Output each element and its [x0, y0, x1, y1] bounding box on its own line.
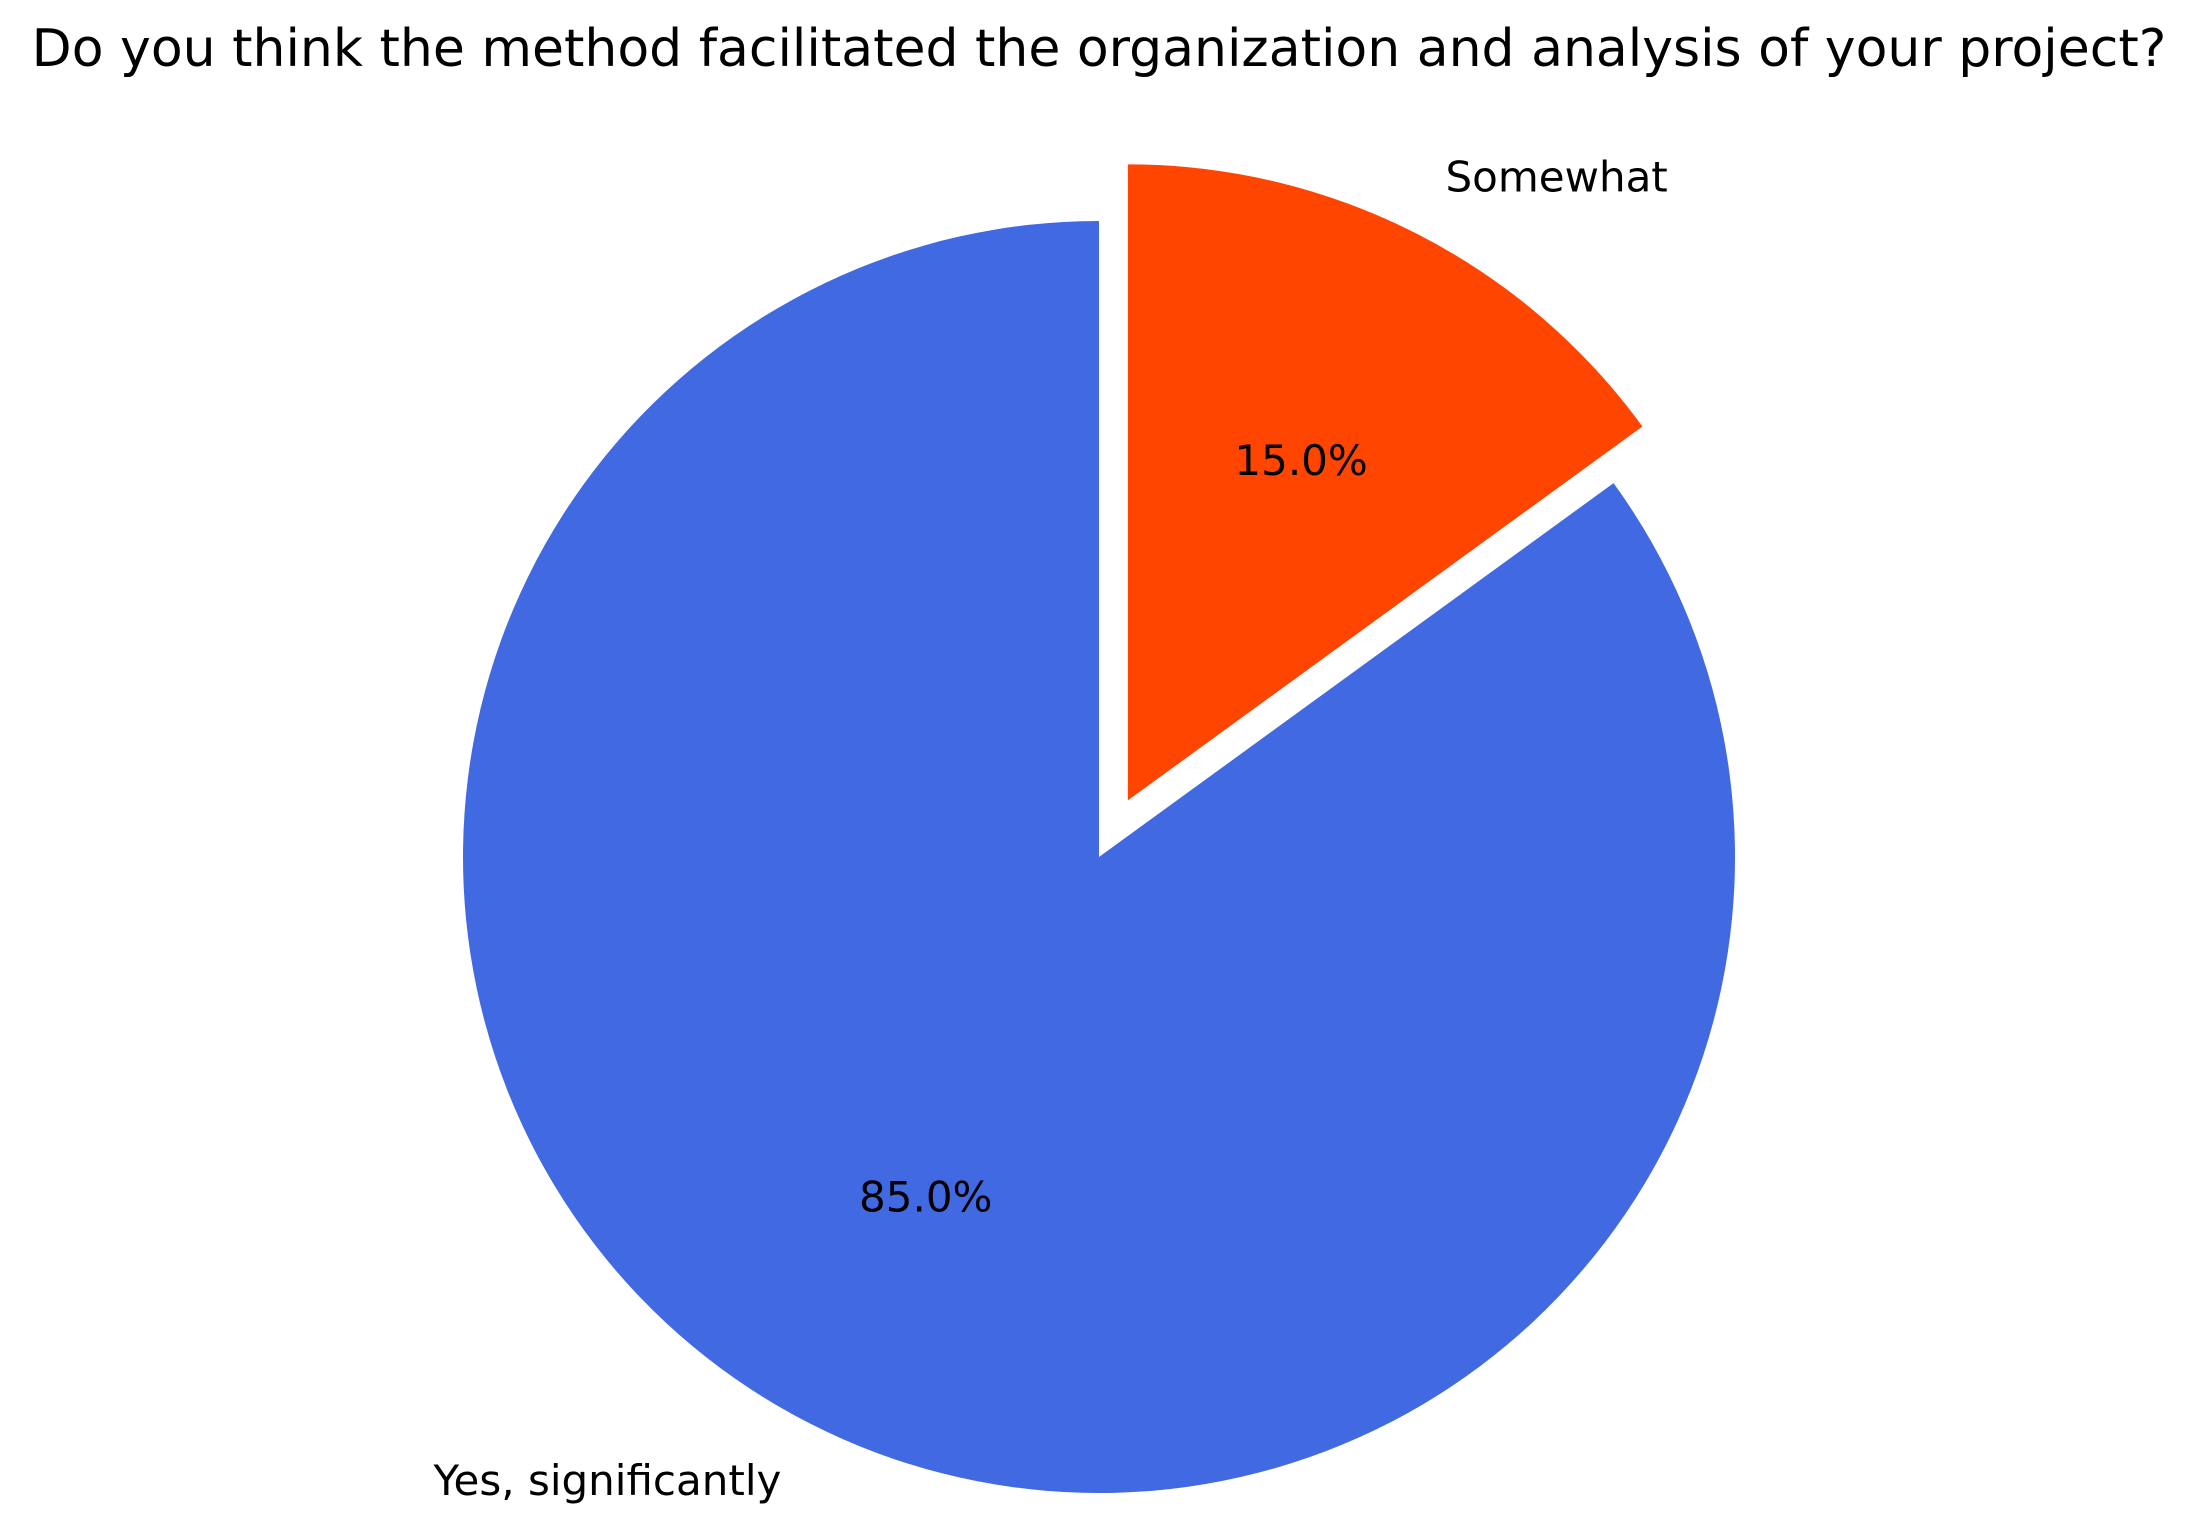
slice-label: Somewhat: [1445, 152, 1667, 201]
pie-labels: 15.0% Somewhat 85.0% Yes, significantly: [432, 152, 1667, 1504]
pie-slice-yes-significantly: [462, 220, 1736, 1493]
pie-slice-somewhat: [1127, 164, 1643, 801]
slice-label: Yes, significantly: [432, 1456, 781, 1505]
chart-title: Do you think the method facilitated the …: [32, 19, 2167, 79]
pie-slices: [462, 164, 1736, 1493]
pct-label: 85.0%: [859, 1173, 992, 1222]
pct-label: 15.0%: [1234, 436, 1367, 485]
